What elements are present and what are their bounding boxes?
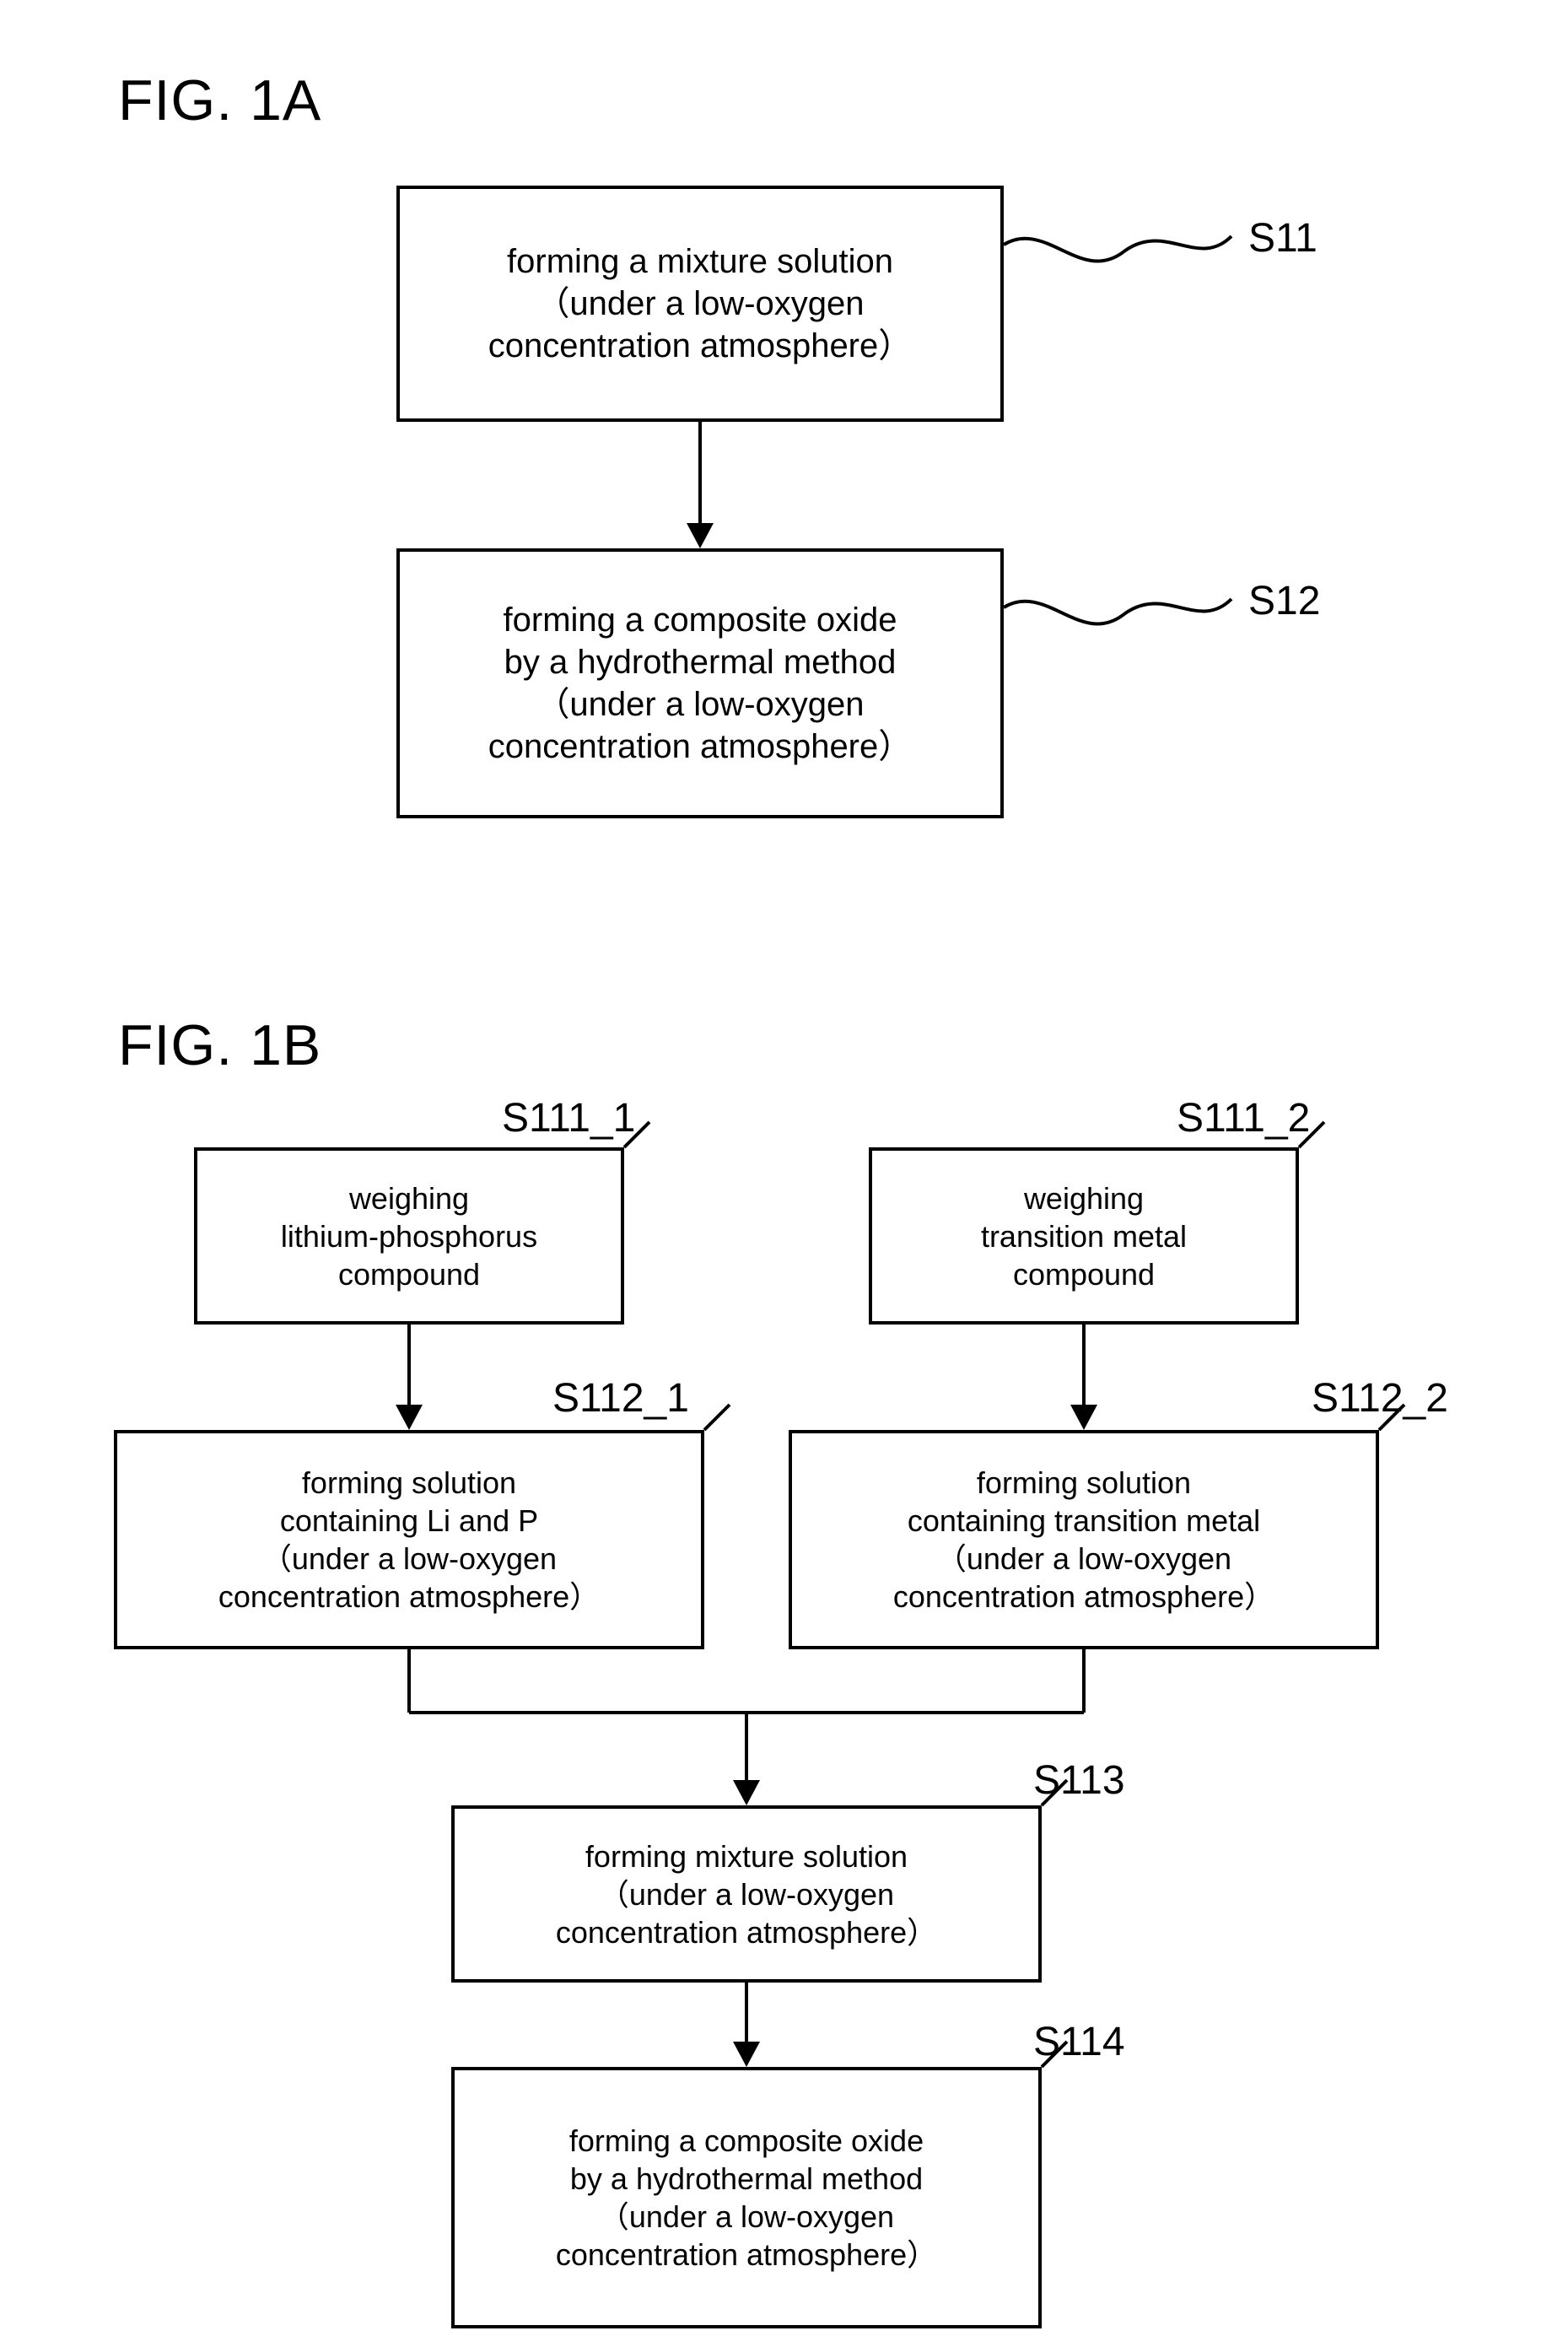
box-text: forming a composite oxide xyxy=(569,2122,924,2160)
box-text: concentration atmosphere） xyxy=(556,2236,937,2274)
box-text: （under a low-oxygen xyxy=(599,2198,894,2236)
box-text: by a hydrothermal method xyxy=(570,2160,923,2198)
tick-s114 xyxy=(0,0,1568,2347)
flow-box-s114: forming a composite oxide by a hydrother… xyxy=(451,2067,1042,2328)
page: FIG. 1A forming a mixture solution （unde… xyxy=(0,0,1568,2347)
